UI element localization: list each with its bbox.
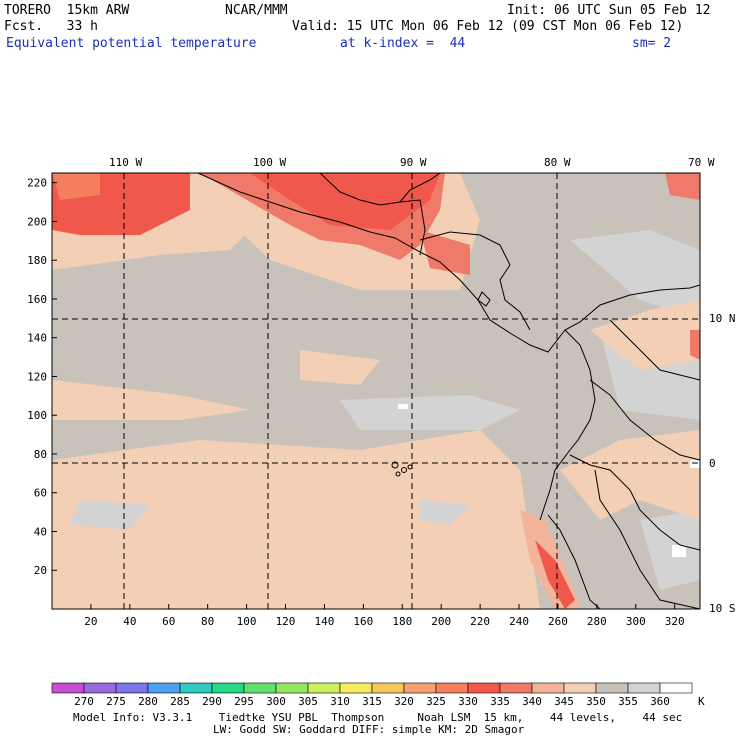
- y-tick-label: 40: [34, 525, 47, 538]
- colorbar-label: 355: [618, 695, 638, 708]
- lon-label-90w: 90 W: [400, 156, 427, 169]
- colorbar-swatch: [147, 682, 181, 694]
- colorbar-swatch: [563, 682, 597, 694]
- model-physics: LW: Godd SW: Goddard DIFF: simple KM: 2D…: [213, 723, 525, 736]
- level-index: at k-index = 44: [340, 36, 466, 51]
- colorbar-swatch: [659, 682, 693, 694]
- colorbar-label: 320: [394, 695, 414, 708]
- y-tick-label: 20: [34, 564, 47, 577]
- center-name: NCAR/MMM: [225, 3, 288, 18]
- colorbar-label: 310: [330, 695, 350, 708]
- colorbar-swatch: [243, 682, 277, 694]
- colorbar-label: 360: [650, 695, 670, 708]
- field-name: Equivalent potential temperature: [6, 36, 257, 51]
- colorbar-label: 275: [106, 695, 126, 708]
- colorbar-swatch: [275, 682, 309, 694]
- y-tick-label: 220: [27, 177, 47, 190]
- x-tick-label: 220: [470, 615, 490, 628]
- x-tick-label: 140: [314, 615, 334, 628]
- x-tick-label: 100: [237, 615, 257, 628]
- colorbar-label: 350: [586, 695, 606, 708]
- lon-label-110w: 110 W: [109, 156, 142, 169]
- colorbar-swatch: [83, 682, 117, 694]
- x-tick-label: 80: [201, 615, 214, 628]
- colorbar-swatch: [595, 682, 629, 694]
- lon-label-80w: 80 W: [544, 156, 571, 169]
- y-axis-ticks: 220 200 180 160 140 120 100 80 60 40 20: [27, 177, 57, 577]
- colorbar-label: 345: [554, 695, 574, 708]
- x-tick-label: 200: [431, 615, 451, 628]
- y-tick-label: 80: [34, 448, 47, 461]
- x-tick-label: 300: [626, 615, 646, 628]
- x-tick-label: 20: [84, 615, 97, 628]
- colorbar-label: 335: [490, 695, 510, 708]
- lon-labels: 110 W 100 W 90 W 80 W 70 W: [109, 156, 715, 169]
- colorbar-label: 285: [170, 695, 190, 708]
- colorbar-label: 315: [362, 695, 382, 708]
- colorbar-label: 290: [202, 695, 222, 708]
- x-tick-label: 180: [392, 615, 412, 628]
- colorbar-swatch: [467, 682, 501, 694]
- colorbar-swatch: [499, 682, 533, 694]
- x-tick-label: 320: [665, 615, 685, 628]
- theta-e-field: [52, 173, 700, 609]
- model-name: TORERO 15km ARW: [4, 3, 130, 18]
- model-info: Model Info: V3.3.1 Tiedtke YSU PBL Thomp…: [73, 711, 683, 724]
- colorbar-swatch: [51, 682, 85, 694]
- colorbar-label: 300: [266, 695, 286, 708]
- colorbar-label: 340: [522, 695, 542, 708]
- colorbar-label: 330: [458, 695, 478, 708]
- lon-label-70w: 70 W: [688, 156, 715, 169]
- x-tick-label: 160: [353, 615, 373, 628]
- colorbar-swatch: [403, 682, 437, 694]
- init-time: Init: 06 UTC Sun 05 Feb 12: [507, 3, 711, 18]
- lat-label-10s: 10 S: [709, 602, 736, 615]
- colorbar-label: 270: [74, 695, 94, 708]
- forecast-hour: Fcst. 33 h: [4, 19, 98, 34]
- colorbar-swatch: [627, 682, 661, 694]
- colorbar-swatch: [435, 682, 469, 694]
- y-tick-label: 60: [34, 487, 47, 500]
- colorbar-label: 280: [138, 695, 158, 708]
- colorbar-swatch: [531, 682, 565, 694]
- valid-time: Valid: 15 UTC Mon 06 Feb 12 (09 CST Mon …: [292, 19, 684, 34]
- y-tick-label: 160: [27, 293, 47, 306]
- colorbar-swatch: [115, 682, 149, 694]
- colorbar-swatch: [179, 682, 213, 694]
- colorbar-unit: K: [698, 695, 705, 708]
- colorbar-label: 295: [234, 695, 254, 708]
- colorbar: 270 275 280 285 290 295 300 305 310 315 320 325 330 3…: [51, 682, 693, 708]
- x-tick-label: 60: [162, 615, 175, 628]
- lat-label-10n: 10 N: [709, 312, 736, 325]
- colorbar-label: 325: [426, 695, 446, 708]
- x-tick-label: 120: [276, 615, 296, 628]
- x-tick-label: 280: [587, 615, 607, 628]
- x-axis-ticks: 20 40 60 80 100 120 140 160 180 200 220 240 260 280 30…: [84, 604, 685, 628]
- lat-label-0: 0: [709, 457, 716, 470]
- y-tick-label: 120: [27, 370, 47, 383]
- colorbar-swatch: [371, 682, 405, 694]
- y-tick-label: 180: [27, 254, 47, 267]
- map-frame: [51, 172, 701, 610]
- x-tick-label: 260: [548, 615, 568, 628]
- smoothing: sm= 2: [632, 36, 672, 51]
- x-tick-label: 40: [123, 615, 136, 628]
- lat-labels: 10 N 0 10 S: [709, 312, 736, 615]
- x-tick-label: 240: [509, 615, 529, 628]
- y-tick-label: 140: [27, 332, 47, 345]
- coastline-lines: [197, 173, 700, 609]
- y-tick-label: 100: [27, 409, 47, 422]
- colorbar-swatch: [339, 682, 373, 694]
- lon-label-100w: 100 W: [253, 156, 286, 169]
- colorbar-label: 305: [298, 695, 318, 708]
- y-tick-label: 200: [27, 215, 47, 228]
- colorbar-swatch: [307, 682, 341, 694]
- colorbar-swatch: [211, 682, 245, 694]
- graticule: [52, 173, 700, 609]
